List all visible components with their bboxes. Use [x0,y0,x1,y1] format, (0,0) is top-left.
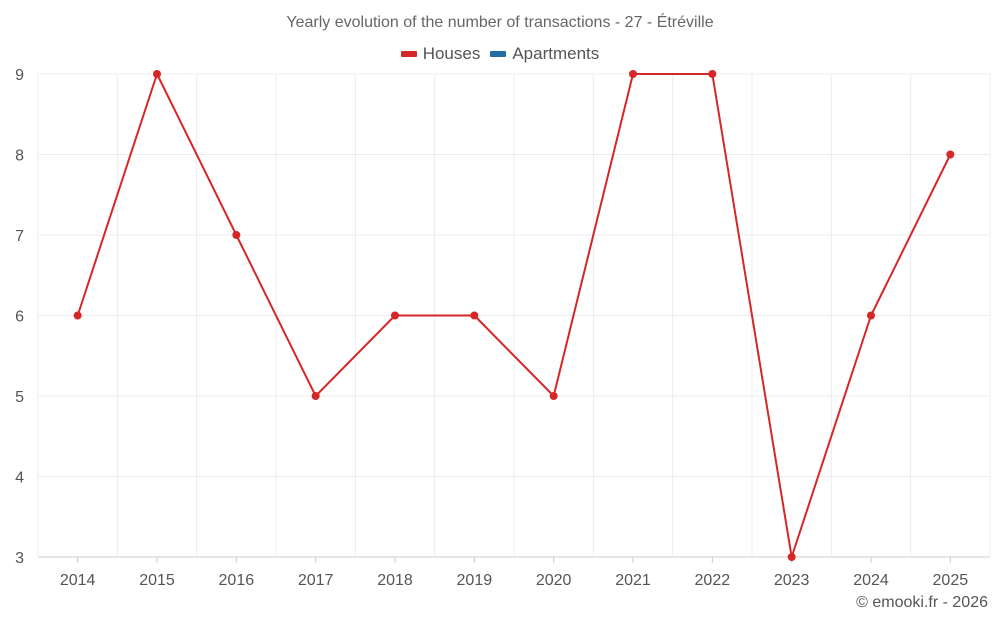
chart-title: Yearly evolution of the number of transa… [286,14,714,31]
data-point-houses [787,553,796,561]
x-tick-label: 2019 [457,572,493,589]
y-tick-label: 3 [15,550,24,567]
data-point-houses [629,70,637,78]
legend-label-apartments: Apartments [512,44,600,63]
x-tick-label: 2017 [298,572,334,589]
data-point-houses [708,70,717,78]
x-tick-label: 2020 [536,572,572,589]
legend: Houses Apartments [0,44,1000,64]
axes: 3 4 5 6 7 8 9 2014 2015 2016 2017 2018 2019 2020 2021 2… [15,67,968,589]
legend-label-houses: Houses [422,44,481,63]
y-tick-label: 6 [15,309,24,326]
data-point-houses [153,70,161,78]
data-point-houses [946,150,955,159]
data-point-houses [470,311,479,320]
x-tick-label: 2018 [377,572,413,589]
y-tick-label: 8 [15,148,24,165]
data-point-houses [867,311,875,320]
y-tick-label: 5 [15,389,24,406]
series-layer [73,70,955,561]
y-tick-label: 7 [15,228,24,245]
y-tick-label: 9 [15,67,24,84]
x-tick-label: 2022 [695,572,731,589]
x-tick-label: 2015 [139,572,175,589]
series-line-houses [76,73,952,558]
x-tick-label: 2023 [774,572,810,589]
legend-swatch-apartments [490,51,507,57]
x-tick-label: 2016 [219,572,255,589]
data-point-houses [232,231,241,239]
legend-swatch-houses [400,51,417,57]
x-tick-label: 2025 [933,572,969,589]
data-point-houses [73,311,82,320]
grid [37,73,991,558]
legend-item-apartments[interactable]: Apartments [490,44,599,64]
data-point-houses [549,392,558,400]
data-point-houses [311,392,320,400]
data-point-houses [391,311,399,320]
credit-text: © emooki.fr - 2026 [856,594,988,611]
x-tick-label: 2021 [615,572,651,589]
y-tick-label: 4 [15,470,24,487]
legend-item-houses[interactable]: Houses [400,44,481,64]
x-tick-label: 2024 [853,572,889,589]
x-tick-label: 2014 [60,572,96,589]
